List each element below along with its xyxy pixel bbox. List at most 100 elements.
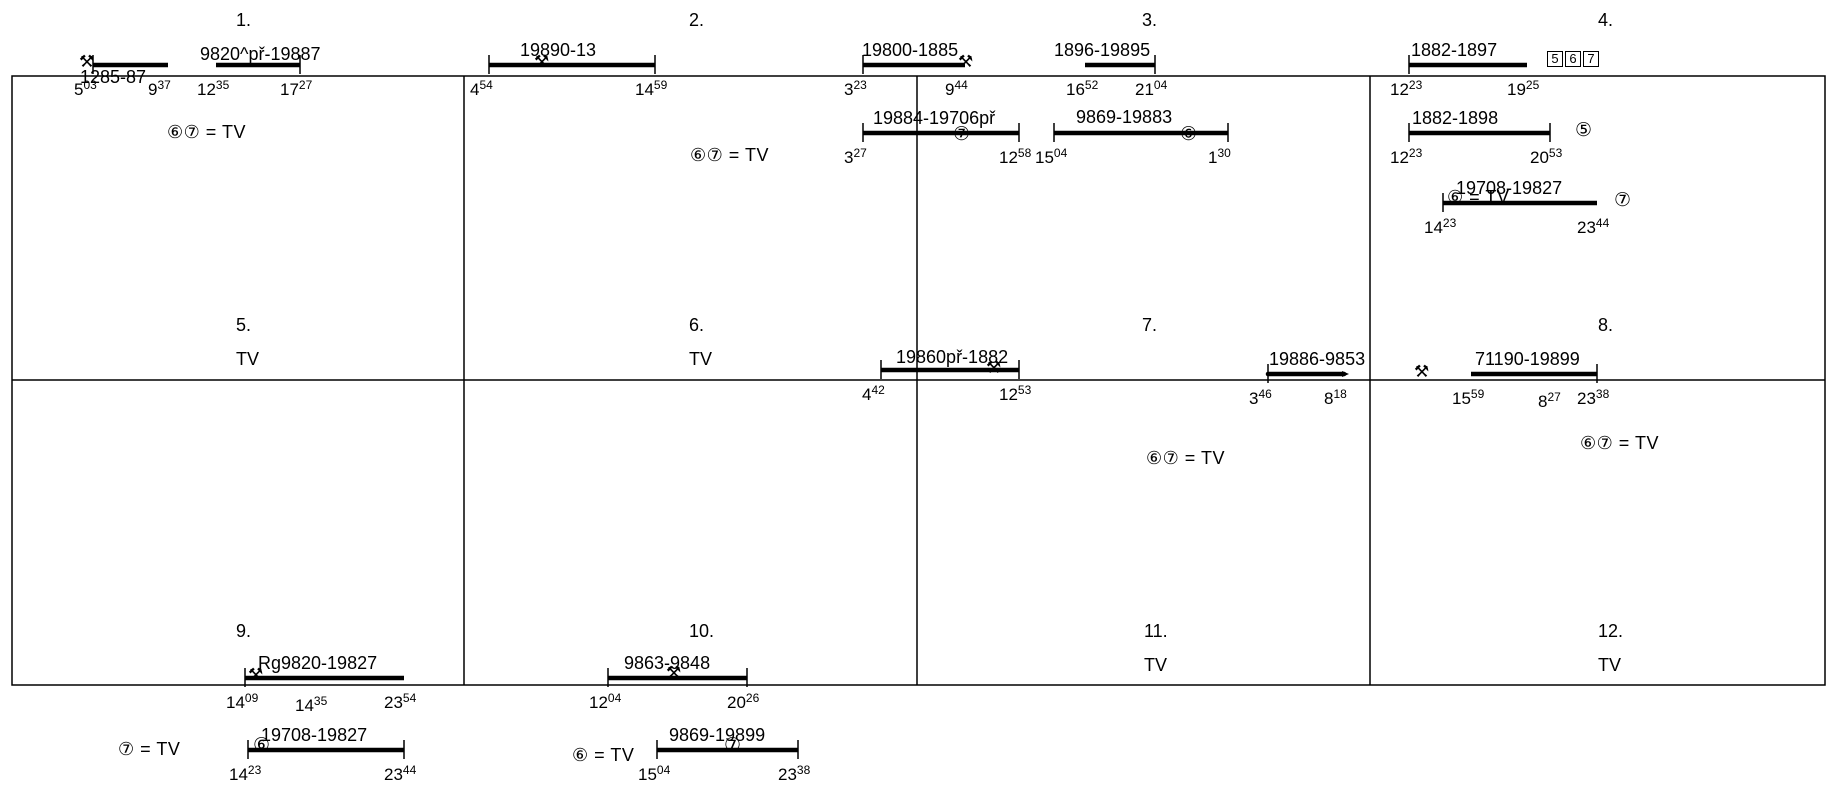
cell-2-shift-start-time-minute: 54: [479, 78, 493, 92]
cell-3-shift-label: 9869-19883: [1076, 107, 1173, 127]
bottom-10-shift-end-time: 2338: [778, 764, 810, 783]
cell-3-shift-start-time: 327: [844, 146, 867, 167]
cell-4-day-marker-5: ⑤: [1575, 120, 1593, 141]
cell-4-shift-start-time-minute: 23: [1408, 78, 1423, 92]
cell-6-number: 6.: [689, 315, 705, 335]
cell-3-shift-end-time-minute: 30: [1217, 146, 1231, 160]
bottom-10-shift-label: 9869-19899: [669, 725, 766, 745]
cell-8-shift-end-time: 2338: [1577, 387, 1610, 408]
cell-1-shift-end-time-hour: 17: [280, 80, 299, 99]
cell-10-shift-start-time-minute: 04: [607, 691, 622, 705]
hammer-pick-icon: ⚒: [248, 665, 264, 684]
cell-10-shift-end-time-hour: 20: [727, 693, 746, 712]
cell-3-shift-start-time: 1652: [1066, 79, 1098, 99]
cell-1-number: 1.: [236, 10, 252, 30]
cell-8-shift-end-time-minute: 38: [1595, 387, 1610, 401]
cell-2-shift-start-time: 454: [470, 78, 493, 98]
cell-4-shift-start-time-hour: 12: [1390, 148, 1409, 167]
cell-7-number: 7.: [1142, 315, 1158, 335]
cell-1-shift-label: 1285-87: [80, 67, 147, 87]
bottom-10-shift-start-time-minute: 04: [656, 763, 671, 777]
cell-8-number: 8.: [1598, 315, 1614, 335]
cell-9-break-time: 1435: [295, 694, 328, 715]
cell-3-shift-start-time-minute: 27: [853, 146, 867, 160]
cell-3-shift-end-time: 944: [945, 78, 968, 98]
cell-2-number: 2.: [689, 10, 705, 30]
cell-2-shift-end-time-hour: 14: [635, 80, 654, 99]
cell-8-shift-arrow: [1342, 371, 1349, 377]
cell-3-shift-start-time-hour: 3: [844, 148, 854, 167]
cell-9-number: 9.: [236, 621, 252, 641]
cell-2-legend: ⑥⑦ = TV: [690, 145, 769, 165]
cell-10-shift-end-time: 2026: [727, 691, 760, 712]
cell-3-shift-end-time: 1258: [999, 147, 1031, 167]
cell-4-shift-end-time-minute: 44: [1595, 216, 1610, 230]
hammer-pick-icon: ⚒: [79, 52, 95, 71]
day-box-7: 7: [1583, 51, 1599, 67]
cell-3-shift-label: 1896-19895: [1054, 40, 1151, 60]
cell-9-shift-start-time: 1409: [226, 692, 258, 712]
cell-7-shift-end-time: 1253: [999, 384, 1031, 403]
cell-7-legend: ⑥⑦ = TV: [1146, 448, 1225, 468]
hammer-pick-icon: ⚒: [534, 52, 550, 71]
cell-8-shift-end-time: 818: [1324, 388, 1347, 407]
cell-2-shift-end-time: 1459: [635, 79, 667, 99]
bottom-9-shift-end-time-hour: 23: [384, 765, 403, 784]
bottom-9-shift-end-time: 2344: [384, 764, 416, 784]
cell-10-number: 10.: [689, 621, 715, 641]
cell-3-shift-start-time-hour: 3: [844, 80, 854, 99]
cell-4-shift-end-time-minute: 25: [1525, 78, 1540, 92]
cell-4-shift-end-time-minute: 53: [1548, 146, 1563, 160]
bottom-9-day-marker-6: ⑥: [253, 735, 271, 756]
cell-3-day-marker-6: ⑥: [1180, 124, 1198, 145]
day-box-5: 5: [1547, 51, 1563, 67]
cell-4-shift-end-time: 2053: [1530, 146, 1563, 166]
cell-8-shift-end-time-hour: 23: [1577, 389, 1596, 408]
bottom-9-shift-start-time: 1423: [229, 764, 261, 784]
cell-1-shift-start-time: 503: [74, 79, 97, 99]
cell-9-shift-end-time-minute: 54: [402, 691, 417, 705]
cell-3-number: 3.: [1142, 10, 1158, 30]
cell-12-note: TV: [1598, 655, 1622, 675]
cell-3-day-marker-7: ⑦: [953, 124, 971, 145]
cell-3-shift-label: 19884-19706př: [873, 108, 996, 128]
cell-1-legend: ⑥⑦ = TV: [167, 122, 246, 142]
cell-8-break-time: 827: [1538, 390, 1561, 411]
cell-4-shift-start-time: 1223: [1390, 146, 1423, 167]
cell-10-shift-start-time: 1204: [589, 691, 622, 712]
cell-3-shift-start-time-minute: 04: [1053, 146, 1068, 160]
cell-1-shift-end-time-hour: 9: [148, 80, 158, 99]
cell-1-shift-start-time: 1235: [197, 79, 229, 99]
cell-3-shift-end-time-minute: 44: [954, 78, 968, 92]
cell-10-shift-start-time-hour: 12: [589, 693, 608, 712]
cell-8-legend: ⑥⑦ = TV: [1580, 433, 1659, 453]
cell-7-shift-label: 19860př-1882: [896, 347, 1009, 367]
bottom-9-shift-start-time-hour: 14: [229, 765, 248, 784]
cell-3-shift-end-time-hour: 12: [999, 148, 1018, 167]
cell-4-shift-end-time: 2344: [1577, 216, 1610, 236]
cell-1-shift-end-time-minute: 27: [298, 78, 313, 92]
cell-4-shift-label: 1882-1898: [1412, 108, 1499, 128]
hammer-pick-icon: ⚒: [986, 358, 1002, 377]
cell-4-shift-start-time: 1423: [1424, 217, 1456, 237]
cell-1-shift-start-time-hour: 12: [197, 80, 216, 99]
cell-4-shift-start-time-minute: 23: [1408, 146, 1423, 160]
cell-4-shift-start-time-hour: 14: [1424, 218, 1443, 237]
cell-6-note: TV: [689, 349, 713, 369]
cell-9-shift-start-time-hour: 14: [226, 693, 245, 712]
cell-3-shift-start-time-minute: 23: [853, 78, 867, 92]
cell-3-shift-end-time: 130: [1208, 146, 1231, 166]
cell-5-number: 5.: [236, 315, 252, 335]
cell-4-day-marker-7: ⑦: [1614, 190, 1632, 211]
cell-3-shift-end-time-minute: 04: [1153, 78, 1168, 92]
bottom-10-shift-start-time-hour: 15: [638, 765, 657, 784]
cell-8-shift-start-time-hour: 15: [1452, 389, 1471, 408]
cell-4-shift-end-time: 1925: [1507, 78, 1540, 98]
cell-3-shift-start-time-hour: 16: [1066, 80, 1085, 99]
cell-9-shift-end-time: 2354: [384, 691, 417, 711]
cell-10-shift-end-time-minute: 26: [745, 691, 760, 705]
cell-1-shift-start-time-hour: 5: [74, 80, 84, 99]
cell-2-shift-label: 19890-13: [520, 40, 597, 60]
